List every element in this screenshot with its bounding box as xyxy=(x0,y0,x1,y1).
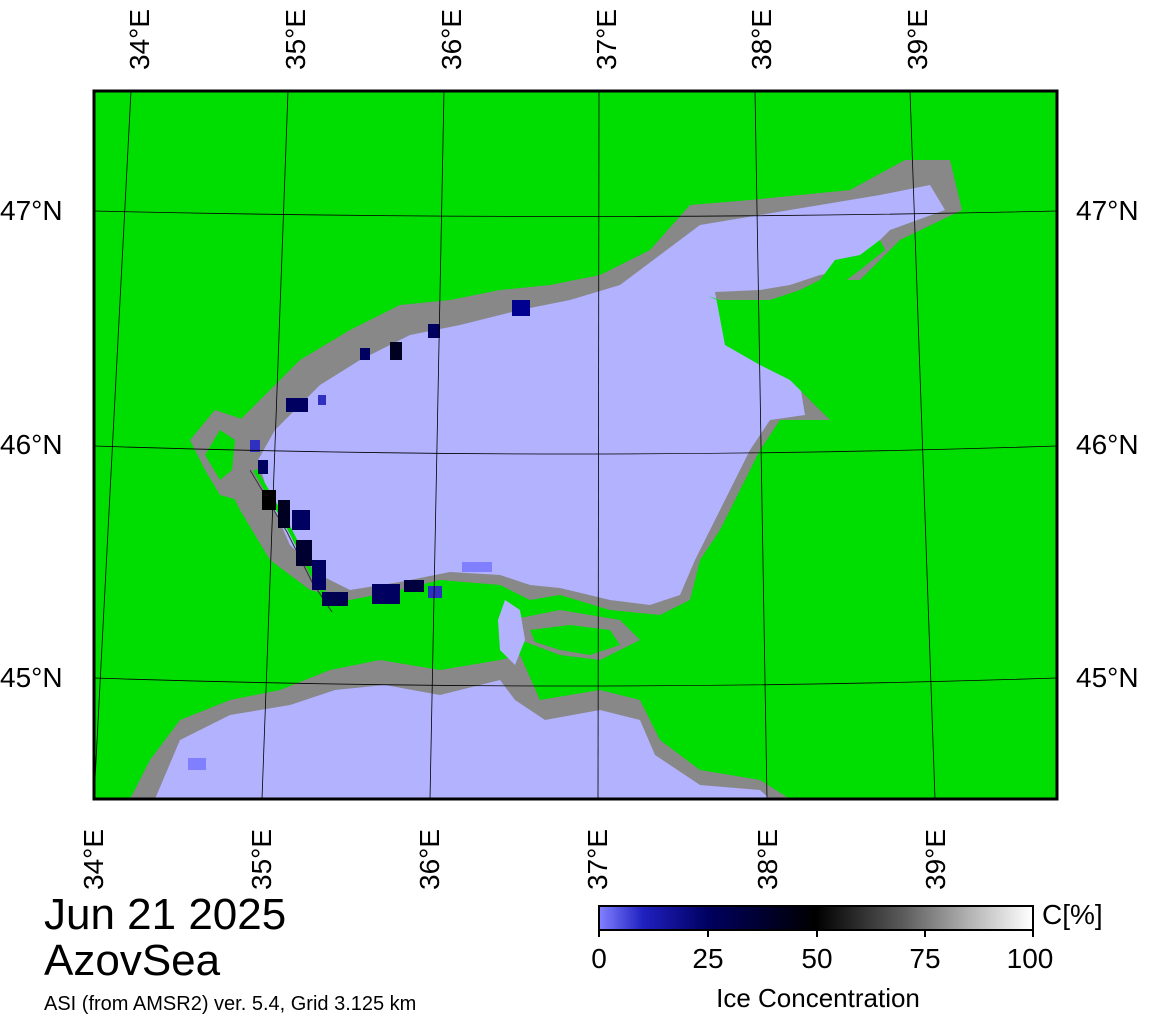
colorbar-tick xyxy=(598,929,600,937)
ice-pixels xyxy=(188,300,530,770)
colorbar xyxy=(598,905,1034,931)
colorbar-tick-label: 50 xyxy=(801,943,833,974)
ice-concentration-map xyxy=(92,89,1059,801)
colorbar-tick-label: 0 xyxy=(591,943,607,974)
colorbar-title: Ice Concentration xyxy=(716,983,920,1013)
colorbar-tick xyxy=(924,929,926,937)
colorbar-unit: C[%] xyxy=(1042,899,1103,930)
lat-label-right: 45°N xyxy=(1076,662,1139,693)
lon-label-bottom: 35°E xyxy=(246,828,277,890)
map-frame xyxy=(92,89,1059,801)
lat-label-right: 47°N xyxy=(1076,195,1139,226)
region-name: AzovSea xyxy=(44,936,221,985)
colorbar-tick-label: 25 xyxy=(692,943,724,974)
lon-label-top: 38°E xyxy=(746,8,777,70)
lon-label-bottom: 37°E xyxy=(582,828,613,890)
lat-label-left: 46°N xyxy=(0,429,63,460)
lon-label-top: 34°E xyxy=(124,8,155,70)
lon-label-top: 37°E xyxy=(591,8,622,70)
black-sea-water xyxy=(155,680,770,799)
lon-label-top: 39°E xyxy=(902,8,933,70)
lon-label-bottom: 39°E xyxy=(920,828,951,890)
graticule xyxy=(94,91,1057,799)
lat-label-left: 45°N xyxy=(0,662,63,693)
map-date: Jun 21 2025 xyxy=(44,890,287,939)
lat-label-right: 46°N xyxy=(1076,429,1139,460)
lat-label-left: 47°N xyxy=(0,195,63,226)
colorbar-tick xyxy=(1032,929,1034,937)
lon-label-bottom: 36°E xyxy=(414,828,445,890)
lon-label-top: 36°E xyxy=(436,8,467,70)
colorbar-tick-label: 100 xyxy=(1006,943,1054,974)
lon-label-bottom: 38°E xyxy=(752,828,783,890)
colorbar-tick xyxy=(707,929,709,937)
data-credit: ASI (from AMSR2) ver. 5.4, Grid 3.125 km xyxy=(44,993,417,1015)
colorbar-tick-label: 75 xyxy=(909,943,941,974)
lon-label-top: 35°E xyxy=(280,8,311,70)
colorbar-tick xyxy=(816,929,818,937)
azov-sea-water xyxy=(258,185,945,605)
lon-label-bottom: 34°E xyxy=(78,828,109,890)
